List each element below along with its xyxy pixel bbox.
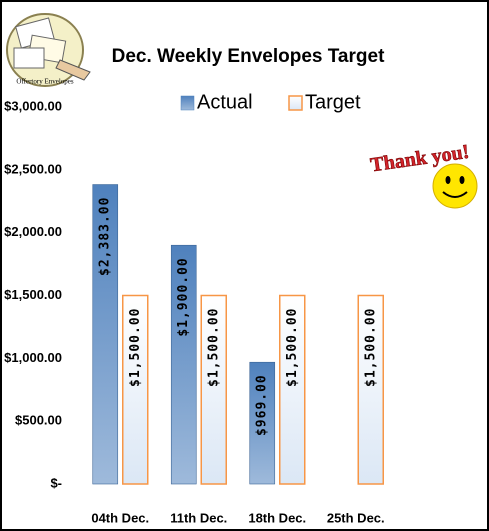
value-label: $969.00	[255, 374, 270, 436]
y-tick-label: $1,500.00	[4, 287, 62, 302]
frame	[1, 1, 488, 530]
chart-title: Dec. Weekly Envelopes Target	[112, 46, 385, 67]
legend-label: Actual	[197, 91, 253, 113]
legend-label: Target	[305, 91, 361, 113]
x-tick-label: 25th Dec.	[327, 510, 385, 525]
x-tick-label: 18th Dec.	[248, 510, 306, 525]
icon-label: Offertory Envelopes	[16, 78, 73, 86]
x-tick-label: 04th Dec.	[91, 510, 149, 525]
y-tick-label: $2,500.00	[4, 161, 62, 176]
chart: Offertory Envelopes Dec. Weekly Envelope…	[0, 0, 489, 531]
value-label: $1,500.00	[285, 308, 300, 387]
value-label: $1,900.00	[176, 257, 191, 336]
x-tick-label: 11th Dec.	[170, 510, 227, 525]
y-tick-label: $500.00	[15, 413, 62, 428]
legend-swatch	[181, 96, 194, 110]
value-label: $1,500.00	[206, 308, 221, 387]
value-label: $1,500.00	[128, 308, 143, 387]
legend-swatch	[289, 96, 302, 110]
smiley	[433, 164, 477, 208]
value-label: $1,500.00	[363, 308, 378, 387]
y-tick-label: $3,000.00	[4, 98, 62, 113]
y-tick-label: $-	[50, 475, 62, 490]
value-label: $2,383.00	[98, 197, 113, 276]
y-tick-label: $2,000.00	[4, 224, 62, 239]
y-tick-label: $1,000.00	[4, 350, 62, 365]
